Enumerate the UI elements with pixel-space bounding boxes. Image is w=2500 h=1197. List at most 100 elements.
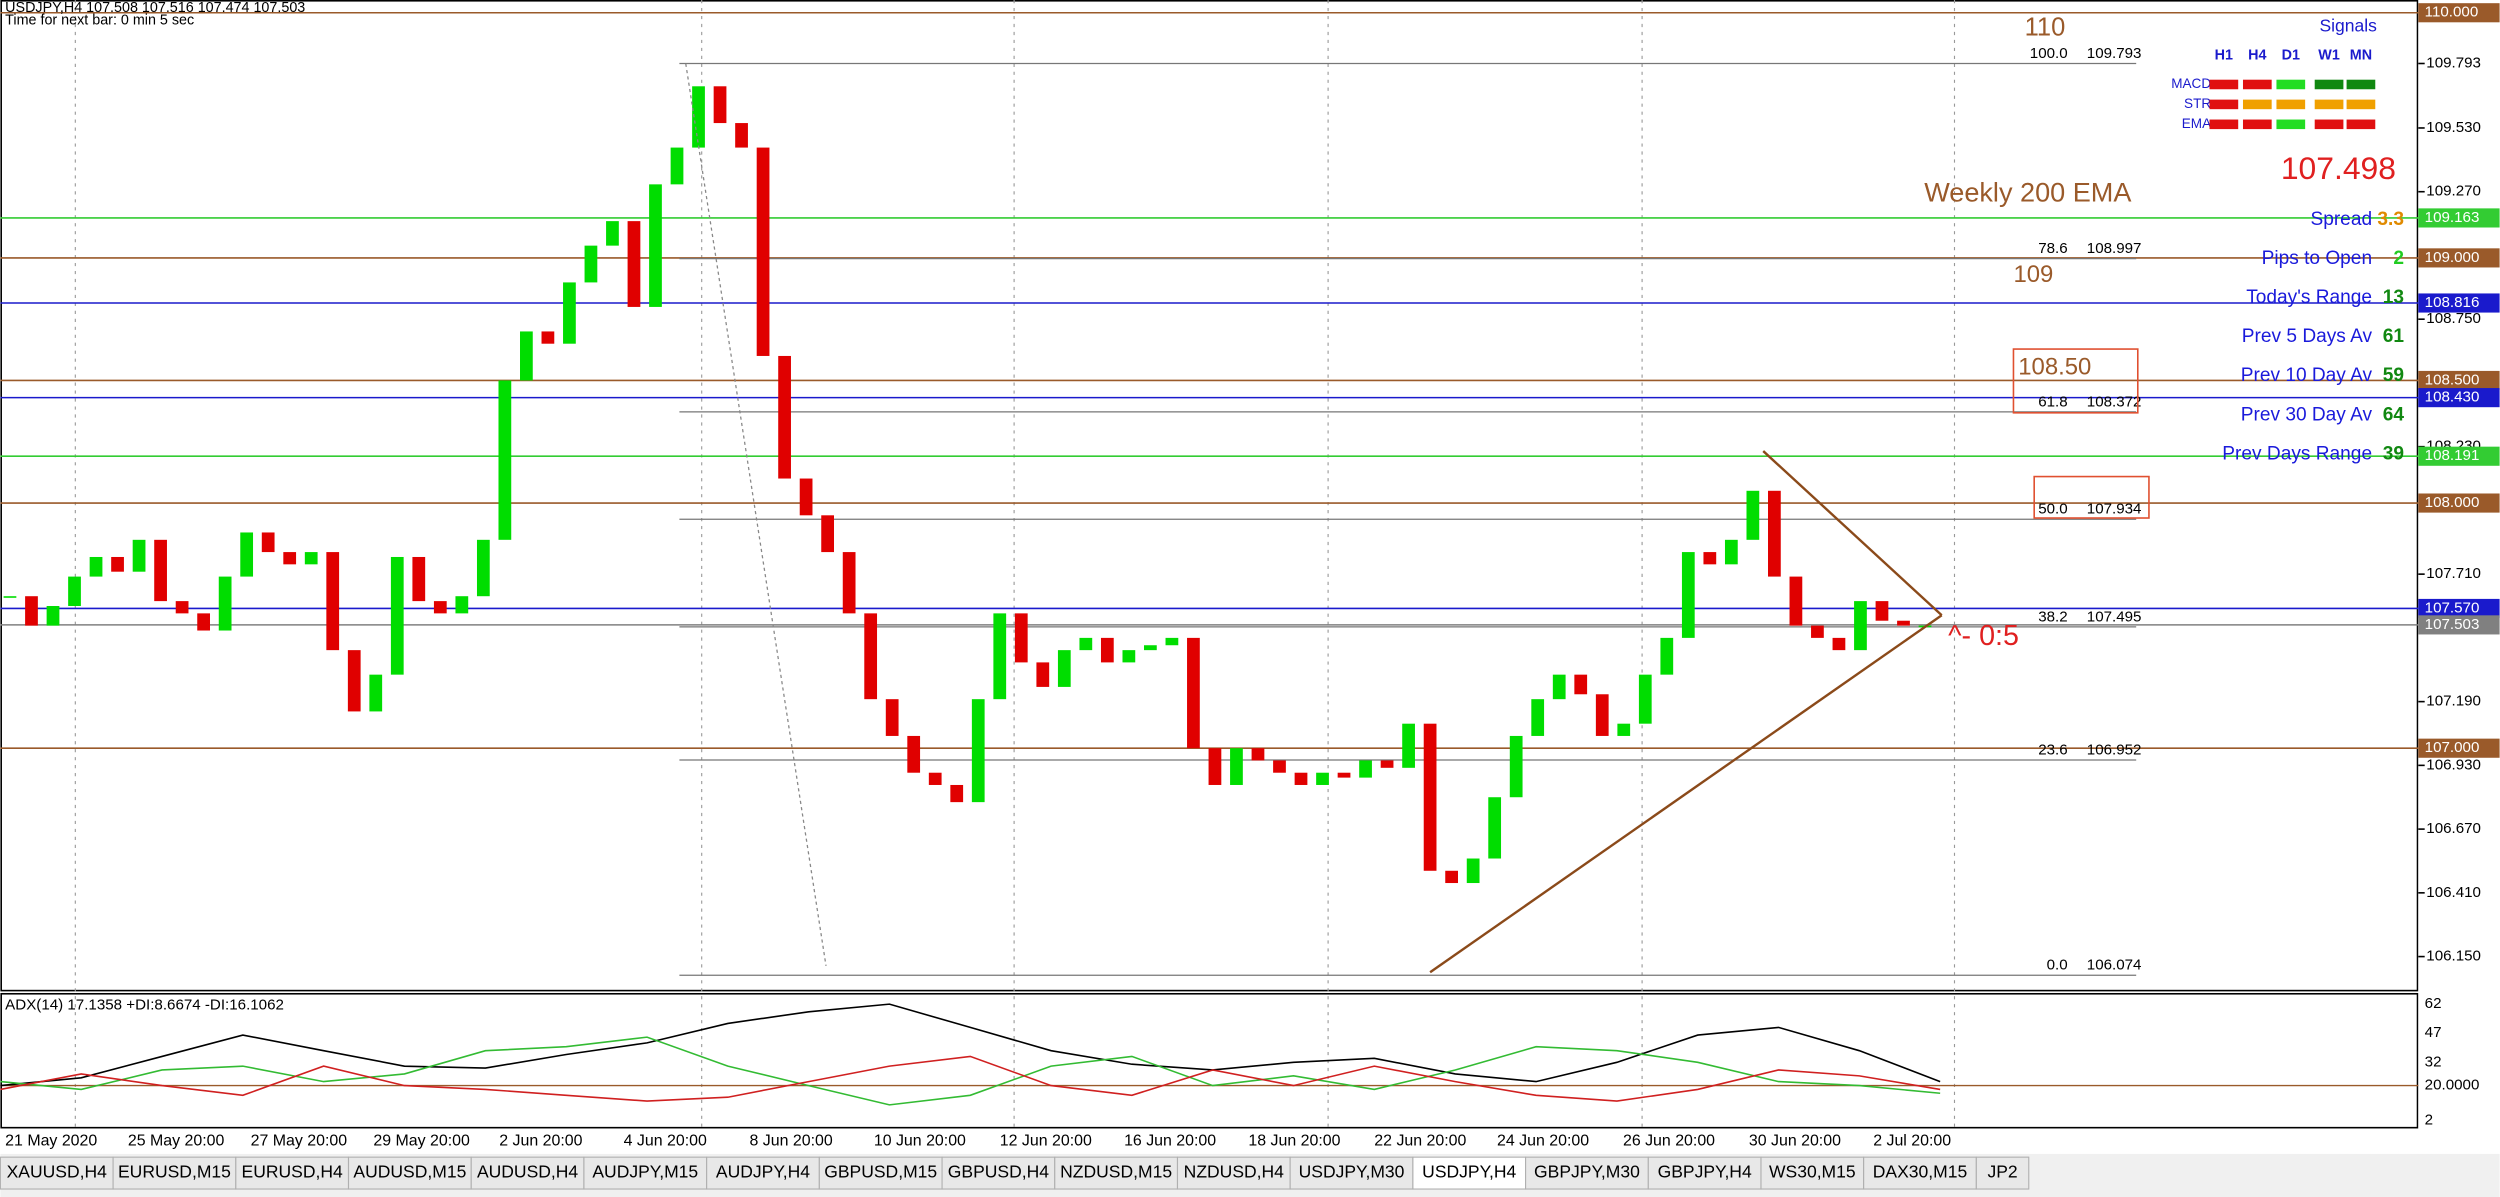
tab[interactable]: AUDJPY,H4: [706, 1156, 820, 1190]
candle: [175, 601, 189, 614]
candle: [476, 539, 490, 597]
tab[interactable]: WS30,M15: [1760, 1156, 1865, 1190]
tab[interactable]: GBPJPY,H4: [1647, 1156, 1762, 1190]
candle: [907, 735, 921, 773]
tab[interactable]: XAUUSD,H4: [0, 1156, 114, 1190]
y-tick-label: 108.750: [2426, 310, 2481, 327]
fib-level: 38.2: [2038, 608, 2067, 625]
tab[interactable]: NZDUSD,H4: [1176, 1156, 1291, 1190]
candle: [670, 147, 684, 185]
candle: [390, 556, 404, 675]
candle: [1875, 601, 1889, 621]
candle: [1768, 490, 1781, 577]
level-tag-label: 108.500: [2425, 371, 2480, 388]
tab[interactable]: AUDUSD,H4: [470, 1156, 585, 1190]
candle: [46, 606, 60, 626]
tab-label: AUDUSD,M15: [353, 1162, 466, 1182]
tab[interactable]: GBPJPY,M30: [1525, 1156, 1649, 1190]
tab-label: AUDJPY,M15: [592, 1162, 698, 1182]
tab-box: [818, 1156, 943, 1190]
adx-tick-label: 62: [2425, 995, 2442, 1012]
candle: [1337, 772, 1351, 778]
candles-layer: [3, 86, 1932, 884]
signal-cell: [2314, 99, 2344, 110]
signal-column: H1: [2215, 48, 2233, 64]
info-value: 2: [2393, 248, 2404, 269]
tab[interactable]: DAX30,M15: [1863, 1156, 1977, 1190]
y-tick-label: 107.710: [2426, 565, 2481, 582]
info-label: Prev 30 Day Av: [2241, 404, 2373, 425]
x-tick-label: 22 Jun 20:00: [1374, 1132, 1466, 1149]
candle: [1681, 552, 1695, 638]
candle: [842, 552, 856, 614]
candle: [1832, 637, 1846, 651]
x-tick-label: 29 May 20:00: [373, 1132, 470, 1149]
y-tick-label: 106.410: [2426, 884, 2481, 901]
adx-layer: 62 47 32 20.0000 2: [0, 995, 2479, 1128]
candle: [369, 674, 383, 712]
info-label: Pips to Open: [2262, 248, 2372, 269]
tab[interactable]: EURUSD,M15: [112, 1156, 237, 1190]
candle: [1466, 858, 1480, 884]
signal-cell: [2346, 99, 2376, 110]
candle: [1144, 645, 1157, 651]
fib-price: 108.372: [2087, 393, 2142, 410]
tab[interactable]: EURUSD,H4: [235, 1156, 350, 1190]
signal-column: MN: [2350, 48, 2372, 64]
candle: [68, 576, 81, 607]
level-tag: [2418, 370, 2500, 391]
candle: [1574, 674, 1588, 695]
candle: [1057, 650, 1071, 687]
signals-panel: Signals H1 H4 D1 W1 MN MACD STR EMA: [2171, 16, 2377, 131]
level-tag-label: 107.000: [2425, 739, 2480, 756]
fib-price: 107.495: [2087, 608, 2142, 625]
candle: [1595, 694, 1609, 736]
level-tag: [2418, 248, 2500, 268]
x-tick-label: 25 May 20:00: [128, 1132, 225, 1149]
tab[interactable]: AUDUSD,M15: [347, 1156, 472, 1190]
candle: [261, 532, 275, 553]
tab[interactable]: AUDJPY,M15: [583, 1156, 708, 1190]
candle: [541, 331, 555, 344]
tab-label: GBPJPY,H4: [1658, 1162, 1752, 1182]
candle: [864, 613, 878, 700]
signal-row-label: STR: [2184, 96, 2211, 111]
candle: [1509, 735, 1523, 798]
tab-box: [1525, 1156, 1649, 1190]
x-tick-label: 30 Jun 20:00: [1749, 1132, 1841, 1149]
tab[interactable]: JP2: [1975, 1156, 2030, 1190]
candle: [1703, 552, 1717, 565]
tab[interactable]: USDJPY,M30: [1289, 1156, 1414, 1190]
info-label: Today's Range: [2246, 287, 2372, 308]
price-axis: [2418, 0, 2500, 1129]
signal-cell: [2242, 79, 2272, 90]
tab-label: NZDUSD,M15: [1060, 1162, 1172, 1182]
candle: [1897, 620, 1910, 626]
level-tag-label: 107.503: [2425, 616, 2480, 633]
x-tick-label: 27 May 20:00: [251, 1132, 348, 1149]
info-label: Prev 10 Day Av: [2241, 365, 2373, 386]
tab[interactable]: GBPUSD,M15: [818, 1156, 943, 1190]
x-tick-label: 24 Jun 20:00: [1497, 1132, 1589, 1149]
info-value: 3.3: [2377, 209, 2404, 230]
tab-label: AUDJPY,H4: [716, 1162, 810, 1182]
signal-cell: [2276, 99, 2306, 110]
tab-box: [1975, 1156, 2030, 1190]
candle: [713, 86, 727, 124]
info-label: Prev 5 Days Av: [2242, 326, 2373, 347]
bar-timer: Time for next bar: 0 min 5 sec: [5, 13, 194, 29]
tab[interactable]: NZDUSD,M15: [1054, 1156, 1179, 1190]
level-tag-label: 107.570: [2425, 599, 2480, 616]
annotation: 108.50: [2018, 353, 2091, 380]
candle: [89, 556, 103, 577]
tab[interactable]: USDJPY,H4: [1412, 1156, 1527, 1190]
annotation: ^- 0:5: [1948, 620, 2019, 652]
level-tag-label: 110.000: [2425, 4, 2479, 21]
candle: [649, 184, 662, 307]
level-tag: [2418, 446, 2500, 466]
tab[interactable]: GBPUSD,H4: [941, 1156, 1056, 1190]
candle: [455, 596, 469, 614]
info-value: 64: [2383, 404, 2405, 425]
